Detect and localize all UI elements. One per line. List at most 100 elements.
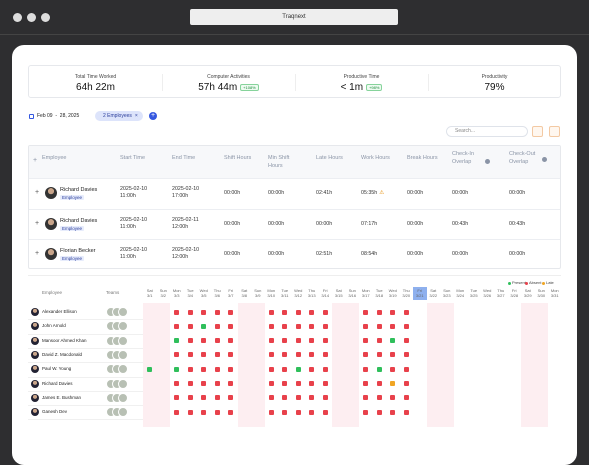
attendance-cell — [201, 323, 207, 329]
download-button[interactable] — [532, 126, 543, 137]
attendance-cell — [376, 409, 382, 415]
day-date: 3/3 — [173, 293, 180, 298]
day-date: 3/12 — [294, 293, 303, 298]
attendance-cell — [322, 409, 328, 415]
stat-value: < 1m +98% — [295, 82, 428, 93]
table-cell: 00:00h — [224, 220, 241, 227]
attendance-cell — [174, 352, 180, 358]
attendance-cell — [403, 409, 409, 415]
day-weekday: Thu — [308, 288, 316, 293]
day-date: 3/30 — [537, 293, 546, 298]
today-header — [413, 287, 427, 300]
stat: Total Time Worked 64h 22m — [29, 70, 162, 96]
avatar — [31, 365, 39, 374]
team-avatar — [118, 349, 128, 360]
stat-number: < 1m — [340, 82, 364, 93]
attendance-cell — [403, 338, 409, 344]
day-weekday: Fri — [417, 288, 423, 293]
attendance-cell — [403, 352, 409, 358]
column-header: End Time — [172, 155, 196, 161]
attendance-cell — [282, 352, 288, 358]
attendance-cell — [309, 338, 315, 344]
attendance-cell — [214, 366, 220, 372]
day-date: 3/16 — [348, 293, 357, 298]
attendance-cell — [309, 352, 315, 358]
attendance-cell — [363, 323, 369, 329]
day-date: 3/24 — [456, 293, 465, 298]
day-weekday: Sun — [537, 288, 545, 293]
day-weekday: Wed — [294, 288, 303, 293]
attendance-cell — [228, 395, 234, 401]
day-weekday: Thu — [213, 288, 221, 293]
attendance-cell — [403, 366, 409, 372]
day-weekday: Fri — [511, 288, 517, 293]
day-weekday: Mon — [550, 288, 559, 293]
day-weekday: Sun — [443, 288, 451, 293]
table-cell: 02:51h — [316, 251, 333, 257]
date-range[interactable]: Feb 09 - 28, 2025 — [37, 113, 80, 119]
attendance-cell — [376, 352, 382, 358]
day-weekday: Tue — [375, 288, 383, 293]
attendance-cell — [214, 309, 220, 315]
expand-row[interactable]: + — [35, 219, 40, 227]
table-cell: 00:43h — [452, 220, 469, 227]
employee-name: David Z. Macdonald — [42, 351, 83, 357]
employee-name: Florian Becker — [60, 248, 96, 254]
table-cell: 00:00h — [509, 251, 526, 257]
attendance-cell — [187, 409, 193, 415]
attendance-cell — [187, 395, 193, 401]
attendance-cell — [322, 338, 328, 344]
attendance-cell — [187, 309, 193, 315]
day-date: 3/28 — [510, 293, 519, 298]
day-weekday: Sat — [524, 288, 531, 293]
day-date: 3/22 — [429, 293, 438, 298]
search-input[interactable]: Search... — [446, 126, 528, 137]
row-divider — [28, 419, 143, 421]
attendance-cell — [174, 395, 180, 401]
day-date: 3/5 — [200, 293, 207, 298]
employee-chip[interactable]: 2 Employees × — [95, 111, 143, 121]
attendance-cell — [309, 309, 315, 315]
day-weekday: Thu — [402, 288, 410, 293]
table-cell: 00:00h — [316, 220, 333, 227]
day-date: 3/17 — [361, 293, 370, 298]
row-divider — [28, 333, 143, 335]
column-header: Work Hours — [361, 155, 390, 161]
table-cell: 2025-02-10 11:00h — [120, 186, 148, 199]
attendance-cell — [268, 338, 274, 344]
table-cell: 00:00h — [407, 190, 424, 196]
attendance-cell — [268, 309, 274, 315]
avatar — [31, 336, 39, 345]
attendance-cell — [309, 381, 315, 386]
stat-label: Productive Time — [343, 74, 380, 80]
day-weekday: Sun — [348, 288, 356, 293]
settings-button[interactable] — [549, 126, 560, 137]
day-weekday: Wed — [483, 288, 492, 293]
address-bar: Traqnext — [190, 9, 398, 25]
attendance-cell — [363, 352, 369, 358]
chip-close[interactable]: × — [134, 113, 138, 119]
table-cell: 00:43h — [509, 220, 526, 227]
expand-row[interactable]: + — [35, 250, 40, 257]
day-date: 3/23 — [442, 293, 451, 298]
legend-label: Present — [512, 280, 526, 285]
day-weekday: Thu — [497, 288, 505, 293]
attendance-cell — [201, 409, 207, 415]
day-date: 3/20 — [402, 293, 411, 298]
attendance-cell — [403, 309, 409, 315]
expand-row[interactable]: + — [35, 189, 40, 196]
weekend-column — [251, 303, 265, 428]
attendance-cell — [228, 366, 234, 372]
stat: Productive Time < 1m +98% — [295, 70, 428, 96]
legend-swatch — [508, 282, 511, 285]
day-weekday: Tue — [470, 288, 478, 293]
info-icon — [542, 157, 547, 162]
attendance-cell — [174, 366, 180, 372]
day-weekday: Sat — [241, 288, 248, 293]
attendance-cell — [363, 409, 369, 415]
avatar — [31, 322, 39, 331]
stat-label: Total Time Worked — [74, 74, 117, 80]
add-filter[interactable]: + — [149, 112, 157, 120]
table-cell: 05:35h ⚠ — [361, 190, 384, 196]
table-cell: 2025-02-10 17:00h — [172, 186, 200, 199]
